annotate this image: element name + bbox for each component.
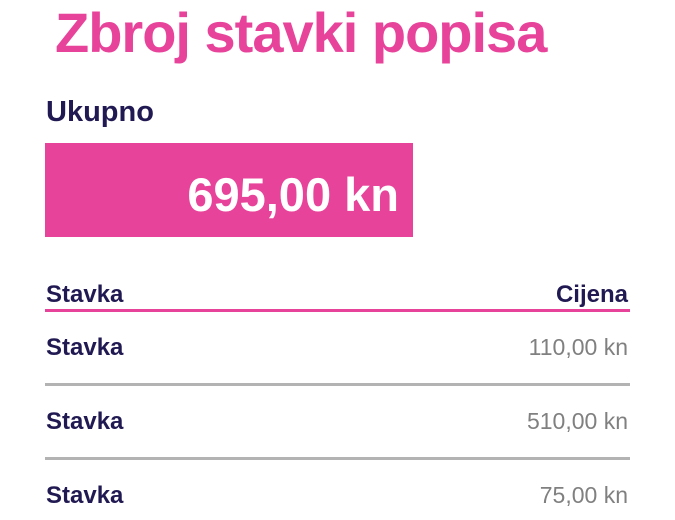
items-table: Stavka Cijena Stavka 110,00 kn Stavka 51… (45, 276, 630, 520)
table-row: Stavka 75,00 kn (45, 460, 630, 520)
column-header-price: Cijena (555, 281, 628, 308)
table-header-row: Stavka Cijena (45, 276, 630, 312)
table-row: Stavka 110,00 kn (45, 312, 630, 386)
item-price-cell: 110,00 kn (528, 334, 628, 360)
total-label: Ukupno (46, 96, 154, 128)
item-name-cell: Stavka (46, 333, 124, 361)
table-row: Stavka 510,00 kn (45, 386, 630, 460)
page-title: Zbroj stavki popisa (55, 1, 547, 64)
item-price-cell: 75,00 kn (539, 482, 628, 508)
item-price-cell: 510,00 kn (526, 408, 628, 434)
total-value: 695,00 kn (187, 167, 399, 221)
item-name-cell: Stavka (46, 481, 124, 509)
column-header-item: Stavka (46, 281, 124, 308)
item-name-cell: Stavka (46, 407, 124, 435)
total-box: 695,00 kn (45, 143, 413, 237)
